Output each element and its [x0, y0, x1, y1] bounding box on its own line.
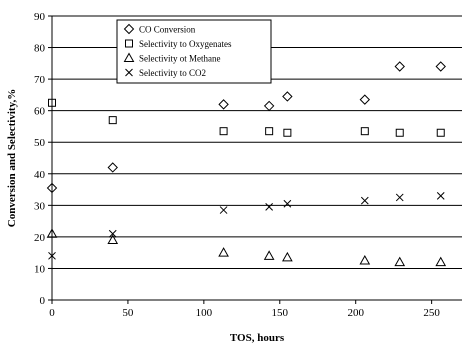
data-marks: [46, 61, 447, 267]
y-axis-title: Conversion and Selectivity,%: [6, 89, 18, 227]
data-point-square: [283, 128, 292, 137]
y-tick-label: 60: [34, 106, 46, 118]
legend-label: Selectivity to Oxygenates: [139, 39, 232, 49]
data-point-square: [436, 128, 445, 137]
x-marker-stroke: [125, 68, 133, 77]
data-point-square: [48, 98, 56, 107]
legend-marker-triangle: [123, 52, 135, 62]
data-point-x: [265, 203, 274, 211]
x-tick-label: 200: [347, 307, 364, 319]
data-point-triangle: [218, 247, 229, 257]
x-tick-label: 50: [122, 307, 134, 319]
data-point-x: [436, 192, 445, 200]
x-marker-stroke: [219, 206, 228, 214]
data-point-square: [265, 127, 274, 136]
x-marker-stroke: [283, 199, 292, 208]
series-x: [48, 192, 445, 260]
x-tick-label: 250: [423, 307, 440, 319]
data-point-diamond: [107, 162, 118, 173]
data-point-diamond: [46, 182, 58, 194]
x-marker-stroke: [436, 192, 445, 200]
data-point-x: [283, 199, 292, 208]
data-point-square: [219, 127, 228, 136]
data-point-square: [395, 128, 404, 137]
x-marker-stroke: [395, 193, 404, 202]
y-tick-label: 20: [34, 232, 46, 244]
x-tick-label: 0: [49, 307, 55, 319]
series-triangle: [46, 228, 447, 267]
x-marker-stroke: [265, 203, 274, 211]
data-point-square: [108, 116, 117, 125]
data-point-diamond: [263, 100, 275, 112]
legend: CO Conversion Selectivity to Oxygenates Se…: [116, 19, 272, 84]
y-tick-label: 70: [34, 74, 46, 86]
legend-marker-diamond: [123, 23, 135, 35]
series-square: [48, 98, 445, 137]
legend-label: CO Conversion: [139, 25, 196, 35]
y-tick-label: 10: [34, 263, 46, 275]
data-point-square: [360, 127, 369, 136]
x-axis-title: TOS, hours: [230, 332, 285, 344]
data-point-diamond: [218, 99, 229, 110]
data-point-x: [219, 206, 228, 214]
y-tick-label: 30: [34, 200, 46, 212]
y-tick-label: 40: [34, 169, 46, 181]
data-point-triangle: [46, 228, 58, 238]
x-tick-label: 150: [272, 307, 289, 319]
data-point-triangle: [263, 250, 275, 260]
legend-marker-square: [125, 39, 133, 48]
legend-box: [116, 19, 272, 84]
data-point-x: [108, 229, 117, 238]
y-tick-label: 80: [34, 43, 46, 55]
data-point-diamond: [359, 94, 371, 105]
data-point-x: [48, 251, 56, 260]
y-ticks: 0 10 20 30 40 50 60 70 80 90: [34, 11, 52, 307]
axes: [51, 16, 462, 301]
data-point-x: [395, 193, 404, 202]
x-marker-stroke: [108, 229, 117, 238]
data-point-triangle: [394, 256, 406, 267]
legend-label: Selectivity ot Methane: [139, 54, 220, 64]
x-marker-stroke: [360, 196, 369, 205]
data-point-triangle: [435, 256, 447, 267]
x-ticks: 0 50 100 150 200 250: [49, 300, 440, 319]
data-point-triangle: [282, 251, 293, 262]
data-point-diamond: [435, 61, 446, 72]
y-tick-label: 90: [34, 11, 46, 23]
legend-label: Selectivity to CO2: [139, 68, 206, 78]
data-point-x: [360, 196, 369, 205]
data-point-diamond: [282, 91, 293, 102]
x-marker-stroke: [48, 251, 56, 260]
data-point-triangle: [359, 255, 371, 265]
data-point-diamond: [394, 61, 405, 72]
legend-marker-x: [125, 68, 133, 77]
y-tick-label: 0: [40, 295, 46, 307]
data-point-triangle: [107, 234, 119, 245]
x-tick-label: 100: [196, 307, 213, 319]
series-diamond: [46, 61, 446, 194]
y-tick-label: 50: [34, 137, 46, 149]
